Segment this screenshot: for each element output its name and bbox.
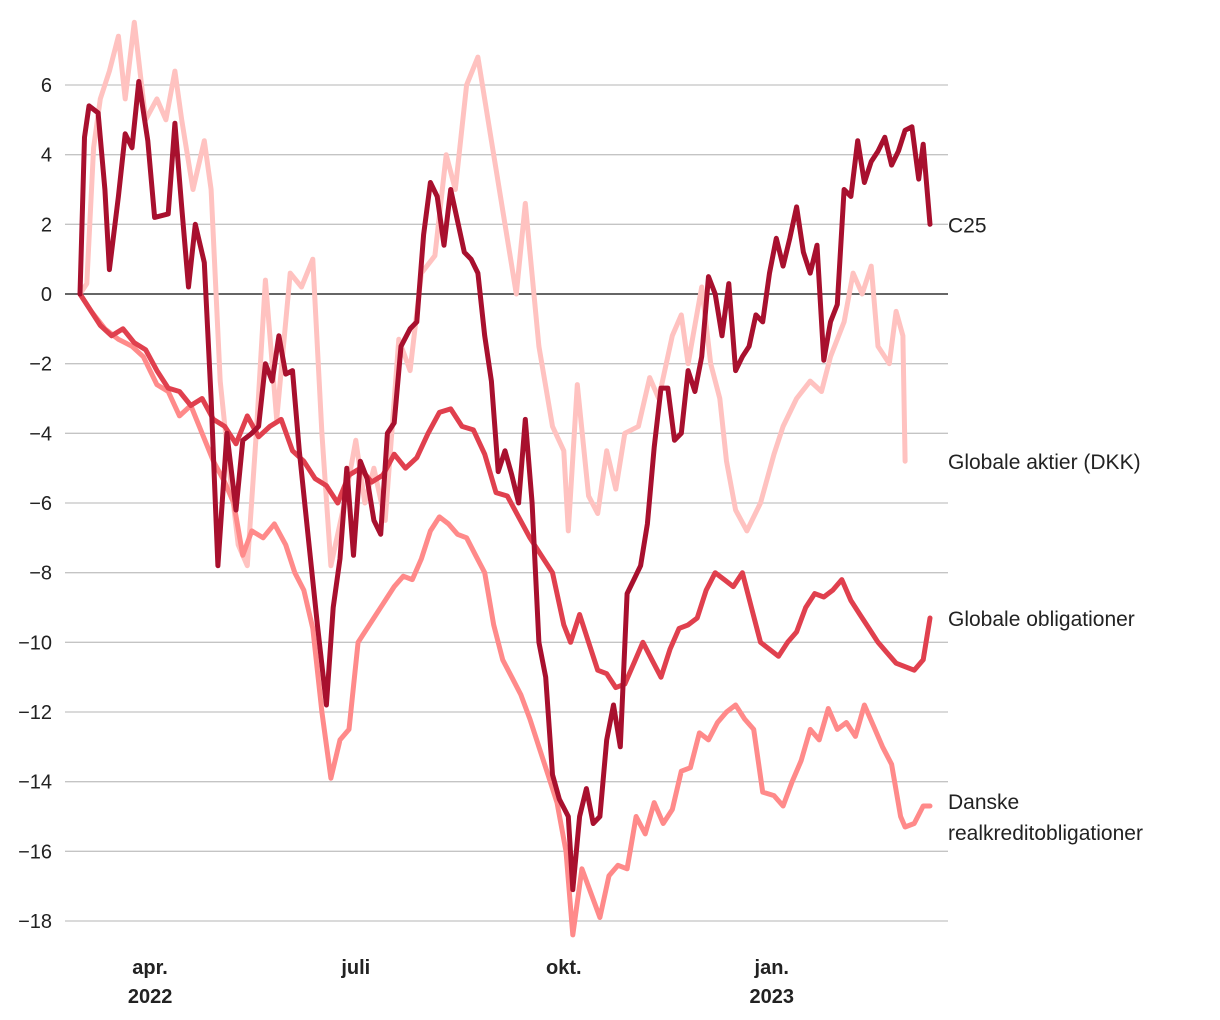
x-tick-label: jan. <box>754 957 789 979</box>
x-tick-label: okt. <box>546 957 582 979</box>
x-tick-year-label: 2022 <box>128 986 173 1008</box>
x-tick-label: juli <box>340 957 370 979</box>
x-tick-label: apr. <box>132 957 168 979</box>
series-line-globale-obligationer <box>77 291 933 691</box>
x-tick-year-label: 2023 <box>750 986 795 1008</box>
y-tick-label: −4 <box>29 423 52 445</box>
y-tick-label: 2 <box>41 214 52 236</box>
y-tick-label: −16 <box>18 841 52 863</box>
series-label: Globale obligationer <box>948 608 1135 631</box>
y-tick-label: −6 <box>29 493 52 515</box>
y-tick-label: 4 <box>41 145 52 167</box>
series-lines <box>77 19 933 938</box>
series-line-c25 <box>77 79 933 893</box>
gridlines <box>65 84 948 922</box>
y-tick-label: −18 <box>18 911 52 933</box>
series-label: Globale aktier (DKK) <box>948 451 1141 474</box>
y-tick-label: −8 <box>29 563 52 585</box>
y-axis-ticks: 6 4 2 0 −2 −4 −6 −8 −10 −12 −14 −16 −18 <box>18 75 52 933</box>
x-axis-ticks: apr. 2022 juli okt. jan. 2023 <box>128 957 794 1008</box>
y-tick-label: −10 <box>18 632 52 654</box>
series-labels: Globale aktier (DKK) Danske realkreditobli… <box>948 214 1143 845</box>
series-label: C25 <box>948 214 987 237</box>
y-tick-label: 6 <box>41 75 52 97</box>
y-tick-label: −2 <box>29 354 52 376</box>
y-tick-label: −12 <box>18 702 52 724</box>
series-label: Danske realkreditobligationer <box>948 791 1143 845</box>
series-line-globale-aktier-dkk <box>77 19 908 569</box>
y-tick-label: 0 <box>41 284 52 306</box>
y-tick-label: −14 <box>18 772 52 794</box>
series-line-danske-realkreditobligationer <box>77 291 933 938</box>
